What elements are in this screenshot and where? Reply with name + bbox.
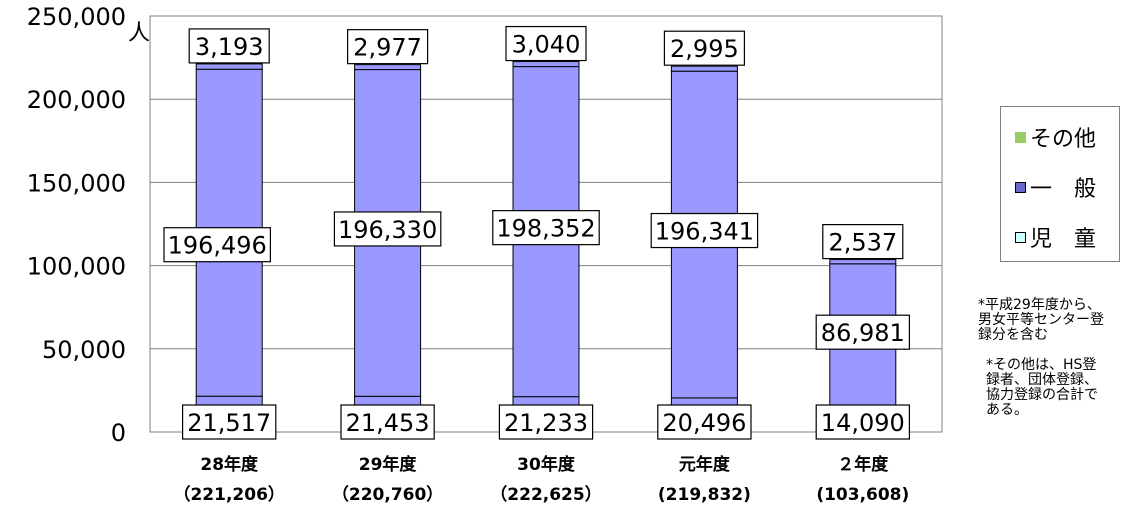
data-label-other-3: 2,995 [670,35,739,63]
x-total-label-0: （221,206） [173,484,284,505]
x-total-label-3: (219,832) [658,485,751,505]
data-label-box-children-1 [340,404,435,440]
data-label-other-4: 2,537 [828,229,897,257]
data-label-children-2: 21,233 [504,409,588,437]
data-label-children-1: 21,453 [346,409,430,437]
bar-other-1 [354,64,422,71]
x-tick-label-0: 28年度 [200,454,259,475]
y-unit-label: 人 [128,21,150,46]
bar-other-4 [829,259,897,265]
data-label-box-children-2 [498,404,594,440]
data-label-children-0: 21,517 [187,409,271,437]
y-tick-label-0: 0 [111,419,126,447]
data-label-children-4: 14,090 [821,409,905,437]
legend-item-children: 児 童 [1015,221,1096,253]
bar-other-2 [512,61,580,68]
legend-label-children: 児 童 [1030,227,1097,252]
legend-item-other: その他 [1015,121,1096,153]
x-total-label-1: （220,760） [332,484,443,505]
data-label-box-other-2 [505,25,587,62]
data-label-box-other-4 [822,223,904,260]
data-label-box-other-3 [663,30,746,66]
y-tick-label-5: 250,000 [27,3,126,31]
note-other-definition: *その他は、HS登 録者、団体登録、 協力登録の合計で ある。 [986,357,1098,418]
y-tick-label-2: 100,000 [27,253,126,281]
data-label-general-2: 198,352 [496,215,595,243]
bar-other-3 [670,65,738,72]
legend-swatch-general [1015,181,1026,193]
data-label-box-other-1 [347,29,429,65]
y-tick-label-3: 150,000 [27,169,126,197]
data-label-other-1: 2,977 [353,34,422,62]
legend-label-general: 一 般 [1030,177,1097,202]
y-tick-label-4: 200,000 [27,86,126,114]
legend-swatch-children [1015,231,1026,243]
legend-item-general: 一 般 [1015,171,1096,203]
data-label-box-general-4 [815,314,911,350]
legend-label-other: その他 [1030,127,1097,152]
data-label-box-children-4 [815,404,911,440]
data-label-children-3: 20,496 [662,409,746,437]
y-tick-label-1: 50,000 [42,336,126,364]
x-total-label-4: (103,608) [816,485,909,505]
data-label-box-other-0 [188,28,270,64]
data-label-box-general-1 [333,211,442,247]
x-total-label-2: （222,625） [490,484,601,505]
data-label-box-general-3 [650,212,759,249]
data-label-box-general-0 [163,227,272,263]
data-label-other-2: 3,040 [512,31,581,59]
data-label-general-1: 196,330 [338,216,437,244]
x-tick-label-3: 元年度 [679,454,731,475]
data-label-general-4: 86,981 [821,319,905,347]
x-tick-label-2: 30年度 [517,454,576,475]
data-label-other-0: 3,193 [195,33,264,61]
legend: その他 一 般 児 童 [1000,106,1120,262]
x-tick-label-4: ２年度 [837,454,889,475]
bar-other-0 [195,63,263,70]
note-2017-inclusion: *平成29年度から、 男女平等センター登 録分を含む [978,297,1104,343]
x-tick-label-1: 29年度 [359,454,418,475]
data-label-box-children-0 [182,404,277,440]
data-label-general-0: 196,496 [168,232,267,260]
data-label-box-general-2 [492,210,600,246]
data-label-box-children-3 [657,404,752,440]
legend-swatch-other [1015,131,1026,143]
data-label-general-3: 196,341 [655,218,754,246]
